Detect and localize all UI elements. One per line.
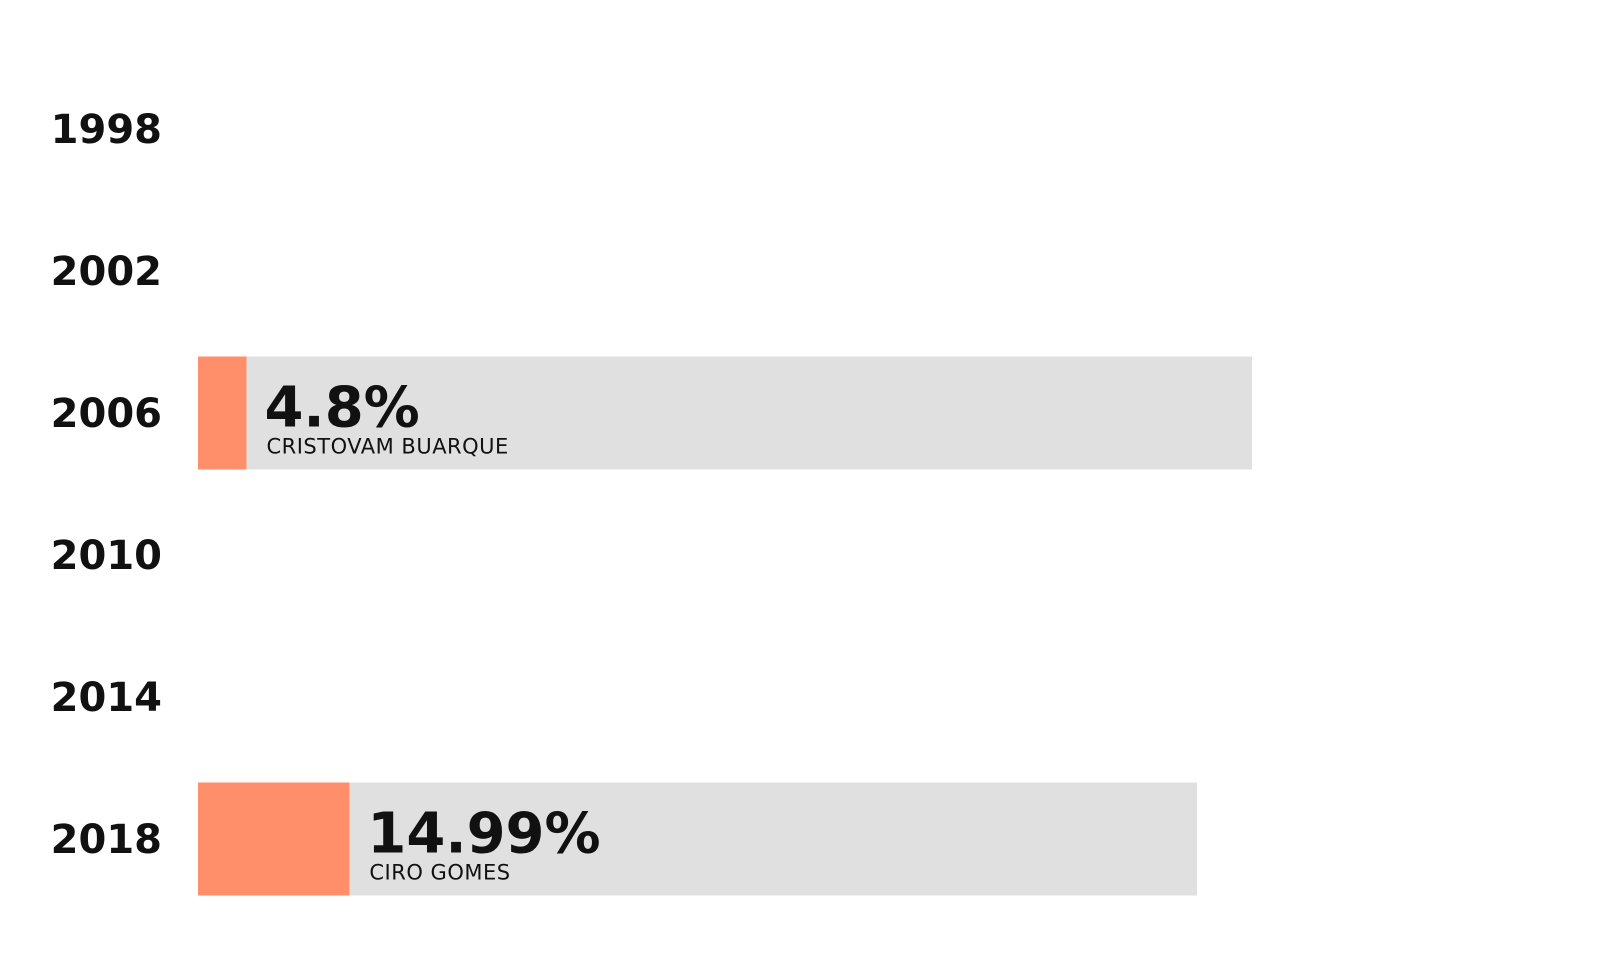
year-label-2018: 2018 <box>51 817 162 863</box>
year-label-2014: 2014 <box>51 675 162 721</box>
year-label-1998: 1998 <box>51 107 162 153</box>
bar-2018 <box>198 782 350 896</box>
year-label-2002: 2002 <box>51 249 162 295</box>
bar-2006 <box>198 356 247 470</box>
year-label-2010: 2010 <box>51 533 162 579</box>
value-label-2006: 4.8% <box>264 376 419 441</box>
candidate-label-2006: CRISTOVAM BUARQUE <box>266 435 508 459</box>
value-label-2018: 14.99% <box>367 802 600 867</box>
bar-track-2006 <box>198 356 1252 470</box>
year-label-2006: 2006 <box>51 391 162 437</box>
bar-track-2018 <box>198 782 1197 896</box>
candidate-label-2018: CIRO GOMES <box>369 861 510 885</box>
